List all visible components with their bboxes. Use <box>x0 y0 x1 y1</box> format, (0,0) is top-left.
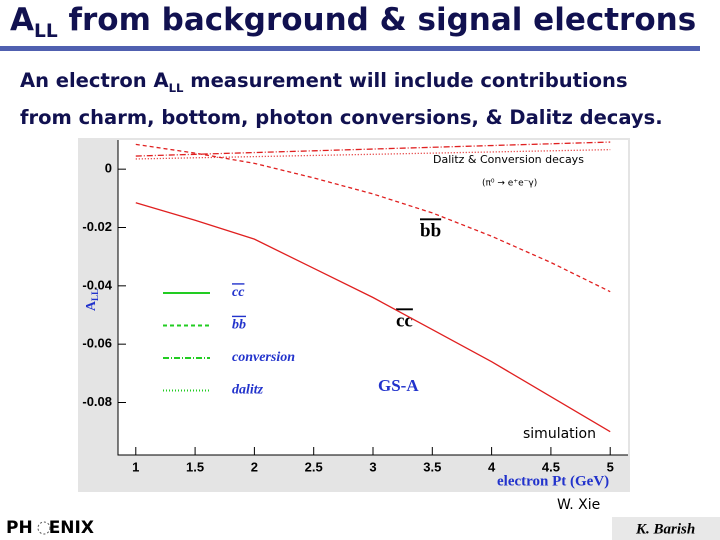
logo-icon <box>37 521 51 535</box>
text-sub: LL <box>168 80 184 95</box>
x-axis-label: electron Pt (GeV) <box>497 473 609 489</box>
author: K. Barish <box>635 521 695 537</box>
legend-label: cc <box>232 285 245 300</box>
legend-label: bb <box>232 318 246 333</box>
y-label-sub: LL <box>90 289 100 301</box>
annotation: bb <box>420 220 441 241</box>
series-line <box>135 202 611 433</box>
annotation: (π⁰ → e⁺e⁻γ) <box>482 179 537 189</box>
author-box <box>612 517 720 540</box>
title-text: from background & signal electrons <box>68 2 697 38</box>
legend-label: dalitz <box>232 383 264 398</box>
annotation: Dalitz & Conversion decays <box>433 153 584 166</box>
y-tick-label: -0.08 <box>82 394 112 409</box>
logo-text: PH <box>6 518 33 538</box>
x-tick-label: 4.5 <box>542 459 560 474</box>
series-line <box>135 143 611 293</box>
logo-text: ENIX <box>49 518 94 538</box>
title-text: A <box>10 2 34 38</box>
annotation: cc <box>396 310 413 331</box>
subtitle: An electron ALL measurement will include… <box>20 66 663 132</box>
series-line <box>135 148 611 160</box>
x-tick-label: 4 <box>488 459 496 474</box>
y-axis-label: ALL <box>84 289 100 311</box>
logo: PH ENIX <box>6 518 94 538</box>
annotation: simulation <box>523 426 596 442</box>
text: measurement will include contributions <box>190 69 628 92</box>
x-tick-label: 1 <box>132 459 139 474</box>
text: from charm, bottom, photon conversions, … <box>20 105 663 129</box>
legend-label: conversion <box>232 350 295 365</box>
x-tick-label: 2.5 <box>305 459 323 474</box>
x-tick-label: 3 <box>369 459 376 474</box>
text: An electron A <box>20 69 169 92</box>
x-tick-label: 1.5 <box>186 459 204 474</box>
credit: W. Xie <box>557 497 600 513</box>
y-label-main: A <box>84 300 99 311</box>
slide-title: ALL from background & signal electrons <box>10 2 696 42</box>
title-sub: LL <box>34 21 58 43</box>
axis-frame <box>117 140 628 456</box>
y-tick-label: -0.02 <box>82 219 112 234</box>
x-tick-label: 3.5 <box>423 459 441 474</box>
series-line <box>135 141 611 157</box>
annotation: GS-A <box>378 376 419 395</box>
y-tick-label: 0 <box>105 161 112 176</box>
y-tick-label: -0.06 <box>82 336 112 351</box>
x-tick-label: 5 <box>607 459 614 474</box>
title-underline <box>0 46 700 51</box>
x-tick-label: 2 <box>251 459 258 474</box>
y-tick-label: -0.04 <box>82 277 112 292</box>
